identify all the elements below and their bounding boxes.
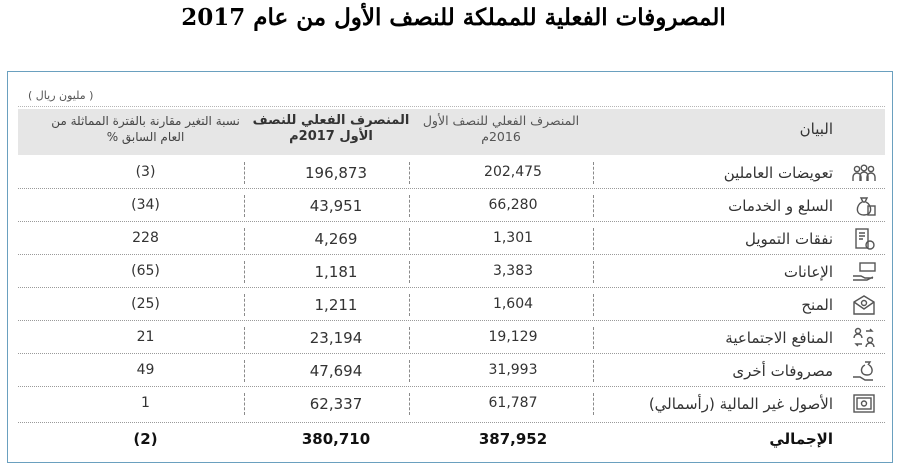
envelope-icon <box>851 293 877 317</box>
value-2017-cell: 47,694 <box>309 362 363 380</box>
header-2017: المنصرف الفعلي للنصف الأول 2017م <box>252 113 410 144</box>
value-2016-cell: 61,787 <box>488 395 538 411</box>
header-item: البيان <box>799 120 833 138</box>
table-row: (3) 196,873 202,475 تعويضات العاملين <box>18 158 885 189</box>
employees-icon <box>851 161 877 185</box>
value-2017-cell: 196,873 <box>304 164 368 182</box>
table-row: (25) 1,211 1,604 المنح <box>18 290 885 321</box>
column-divider <box>409 162 410 184</box>
table-frame <box>7 71 893 463</box>
change-cell: (3) <box>135 164 156 180</box>
change-cell: (34) <box>131 197 160 213</box>
header-2016: المنصرف الفعلي للنصف الأول 2016م <box>422 113 580 144</box>
change-cell: (25) <box>131 296 160 312</box>
finance-document-icon <box>851 227 877 251</box>
total-row: (2) 380,710 387,952 الإجمالي <box>18 424 885 455</box>
value-2017-cell: 23,194 <box>309 329 363 347</box>
table-row: 1 62,337 61,787 الأصول غير المالية (رأسم… <box>18 389 885 420</box>
column-divider <box>593 294 594 316</box>
value-2016-cell: 202,475 <box>484 164 542 180</box>
column-divider <box>409 360 410 382</box>
value-2017-cell: 1,211 <box>314 296 358 314</box>
value-2017-cell: 43,951 <box>309 197 363 215</box>
total-2017-cell: 380,710 <box>301 430 371 448</box>
unit-divider <box>18 106 885 107</box>
total-2016-cell: 387,952 <box>478 430 548 448</box>
safe-icon <box>851 392 877 416</box>
change-cell: 228 <box>132 230 159 246</box>
column-divider <box>244 261 245 283</box>
row-label: تعويضات العاملين <box>723 164 833 182</box>
column-divider <box>409 195 410 217</box>
header-change: نسبة التغير مقارنة بالفترة المماثلة من ا… <box>51 114 240 144</box>
column-divider <box>409 327 410 349</box>
total-change-cell: (2) <box>133 430 158 448</box>
column-divider <box>244 294 245 316</box>
page-title: المصروفات الفعلية للمملكة للنصف الأول من… <box>181 4 726 31</box>
row-label: المنح <box>801 296 833 314</box>
column-divider <box>593 195 594 217</box>
row-label: نفقات التمويل <box>744 230 833 248</box>
row-label: مصروفات أخرى <box>732 362 833 380</box>
value-2017-cell: 4,269 <box>314 230 358 248</box>
total-divider <box>18 422 885 423</box>
column-divider <box>593 327 594 349</box>
table-row: (65) 1,181 3,383 الإعانات <box>18 257 885 288</box>
column-divider <box>593 360 594 382</box>
table-row: 228 4,269 1,301 نفقات التمويل <box>18 224 885 255</box>
column-divider <box>244 393 245 415</box>
column-divider <box>593 261 594 283</box>
column-divider <box>593 228 594 250</box>
value-2016-cell: 1,604 <box>492 296 534 312</box>
unit-note: ( مليون ريال ) <box>28 89 94 102</box>
table-row: 21 23,194 19,129 المنافع الاجتماعية <box>18 323 885 354</box>
column-divider <box>593 393 594 415</box>
column-divider <box>244 162 245 184</box>
table-header: البيان المنصرف الفعلي للنصف الأول 2016م … <box>18 109 885 155</box>
row-label: المنافع الاجتماعية <box>725 329 833 347</box>
value-2016-cell: 31,993 <box>488 362 538 378</box>
column-divider <box>244 327 245 349</box>
total-label: الإجمالي <box>769 430 833 448</box>
column-divider <box>244 228 245 250</box>
table-row: 49 47,694 31,993 مصروفات أخرى <box>18 356 885 387</box>
change-cell: 1 <box>141 395 150 411</box>
value-2017-cell: 62,337 <box>309 395 363 413</box>
row-label: الأصول غير المالية (رأسمالي) <box>648 395 833 413</box>
row-label: السلع و الخدمات <box>728 197 833 215</box>
value-2016-cell: 66,280 <box>488 197 538 213</box>
change-cell: (65) <box>131 263 160 279</box>
value-2016-cell: 3,383 <box>492 263 534 279</box>
row-label: الإعانات <box>783 263 833 281</box>
column-divider <box>244 360 245 382</box>
hand-bag-icon <box>851 359 877 383</box>
people-exchange-icon <box>851 326 877 350</box>
table-row: (34) 43,951 66,280 السلع و الخدمات <box>18 191 885 222</box>
column-divider <box>593 162 594 184</box>
column-divider <box>244 195 245 217</box>
value-2016-cell: 1,301 <box>492 230 534 246</box>
change-cell: 21 <box>136 329 155 345</box>
column-divider <box>409 261 410 283</box>
money-bag-icon <box>851 194 877 218</box>
column-divider <box>409 294 410 316</box>
value-2016-cell: 19,129 <box>488 329 538 345</box>
value-2017-cell: 1,181 <box>314 263 358 281</box>
hand-cash-icon <box>851 260 877 284</box>
column-divider <box>409 393 410 415</box>
change-cell: 49 <box>136 362 155 378</box>
column-divider <box>409 228 410 250</box>
